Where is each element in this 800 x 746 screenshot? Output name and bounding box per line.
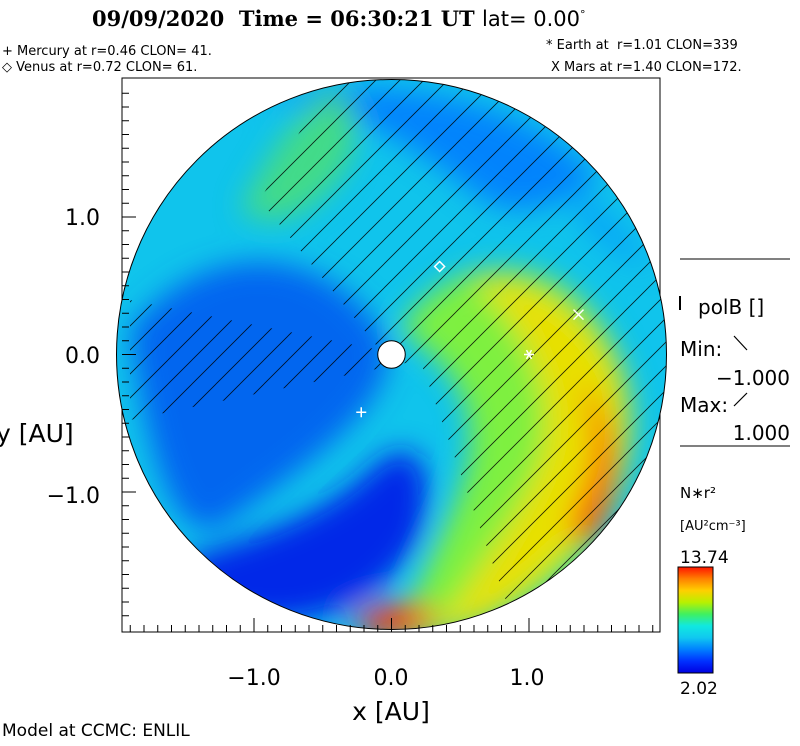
venus-info: ◇ Venus at r=0.72 CLON= 61. — [2, 60, 198, 75]
y-tick-label: −1.0 — [47, 484, 100, 509]
colorbar-max: 13.74 — [680, 548, 729, 568]
mercury-marker — [356, 407, 367, 418]
x-tick-label: −1.0 — [227, 666, 280, 691]
colorbar-label: N∗r² — [680, 484, 716, 502]
planet-markers — [356, 260, 585, 418]
x-tick-label: 0.0 — [374, 666, 409, 691]
axis-ticks — [122, 92, 654, 632]
title-date: 09/09/2020 — [92, 6, 225, 31]
colorbar-units: [AU²cm⁻³] — [680, 519, 746, 534]
x-axis-label: x [AU] — [352, 697, 430, 726]
earth-info: * Earth at r=1.01 CLON=339 — [546, 38, 738, 53]
colorbar-min: 2.02 — [680, 679, 718, 699]
earth-marker — [524, 349, 534, 360]
colorbar — [677, 566, 714, 674]
title-latitude: lat= 0.00° — [482, 7, 586, 31]
polb-min-hatch-icon — [733, 335, 748, 351]
venus-marker — [433, 260, 446, 273]
mercury-info: + Mercury at r=0.46 CLON= 41. — [2, 44, 212, 59]
y-tick-label: 1.0 — [65, 206, 100, 231]
plot-title: 09/09/2020 Time = 06:30:21 UT lat= 0.00° — [92, 6, 585, 31]
polb-title: polB [] — [698, 295, 764, 319]
mars-marker — [572, 309, 585, 321]
model-credit: Model at CCMC: ENLIL — [2, 721, 190, 741]
solar-wind-density-map — [116, 79, 667, 630]
y-tick-label: 0.0 — [65, 344, 100, 369]
polb-min-label: Min: — [680, 337, 722, 361]
sun-inner-boundary — [377, 340, 406, 369]
title-time: Time = 06:30:21 UT — [238, 6, 475, 31]
polb-max-hatch-icon — [733, 392, 748, 407]
polb-min-value: −1.000 — [716, 366, 790, 390]
x-tick-label: 1.0 — [510, 666, 545, 691]
y-axis-label: y [AU] — [0, 419, 74, 448]
polb-max-label: Max: — [680, 393, 728, 417]
mars-info: X Mars at r=1.40 CLON=172. — [551, 60, 742, 75]
polb-max-value: 1.000 — [733, 421, 790, 445]
